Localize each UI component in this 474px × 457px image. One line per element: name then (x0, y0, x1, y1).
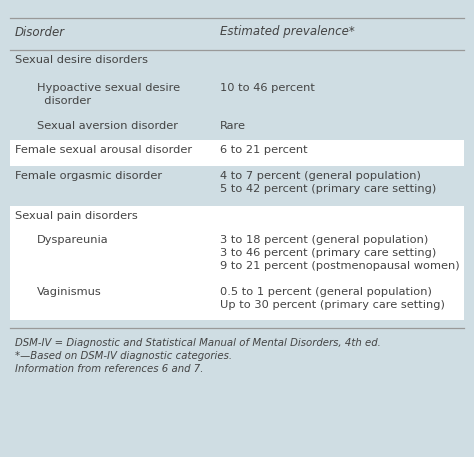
Text: Vaginismus: Vaginismus (37, 287, 102, 297)
Text: Information from references 6 and 7.: Information from references 6 and 7. (15, 364, 203, 374)
Bar (10, 282, 464, 320)
Text: Hypoactive sexual desire
  disorder: Hypoactive sexual desire disorder (37, 83, 180, 106)
Text: 4 to 7 percent (general population)
5 to 42 percent (primary care setting): 4 to 7 percent (general population) 5 to… (220, 171, 436, 194)
Text: Dyspareunia: Dyspareunia (37, 235, 109, 245)
Bar (10, 140, 464, 166)
Bar (10, 230, 464, 282)
Bar (10, 50, 464, 78)
Text: Sexual pain disorders: Sexual pain disorders (15, 211, 138, 221)
Text: 6 to 21 percent: 6 to 21 percent (220, 145, 308, 155)
Text: 3 to 18 percent (general population)
3 to 46 percent (primary care setting)
9 to: 3 to 18 percent (general population) 3 t… (220, 235, 460, 271)
Text: Female sexual arousal disorder: Female sexual arousal disorder (15, 145, 192, 155)
Text: Sexual desire disorders: Sexual desire disorders (15, 55, 148, 65)
Text: Female orgasmic disorder: Female orgasmic disorder (15, 171, 162, 181)
Text: Rare: Rare (220, 121, 246, 131)
Text: 10 to 46 percent: 10 to 46 percent (220, 83, 315, 93)
Text: Estimated prevalence*: Estimated prevalence* (220, 26, 355, 38)
Text: 0.5 to 1 percent (general population)
Up to 30 percent (primary care setting): 0.5 to 1 percent (general population) Up… (220, 287, 445, 310)
Text: Disorder: Disorder (15, 26, 65, 38)
Bar (10, 206, 464, 230)
Text: DSM-IV = Diagnostic and Statistical Manual of Mental Disorders, 4th ed.: DSM-IV = Diagnostic and Statistical Manu… (15, 338, 381, 348)
Bar (10, 116, 464, 140)
Text: Sexual aversion disorder: Sexual aversion disorder (37, 121, 178, 131)
Bar (10, 78, 464, 116)
Text: *—Based on DSM-IV diagnostic categories.: *—Based on DSM-IV diagnostic categories. (15, 351, 232, 361)
Bar (10, 166, 464, 206)
